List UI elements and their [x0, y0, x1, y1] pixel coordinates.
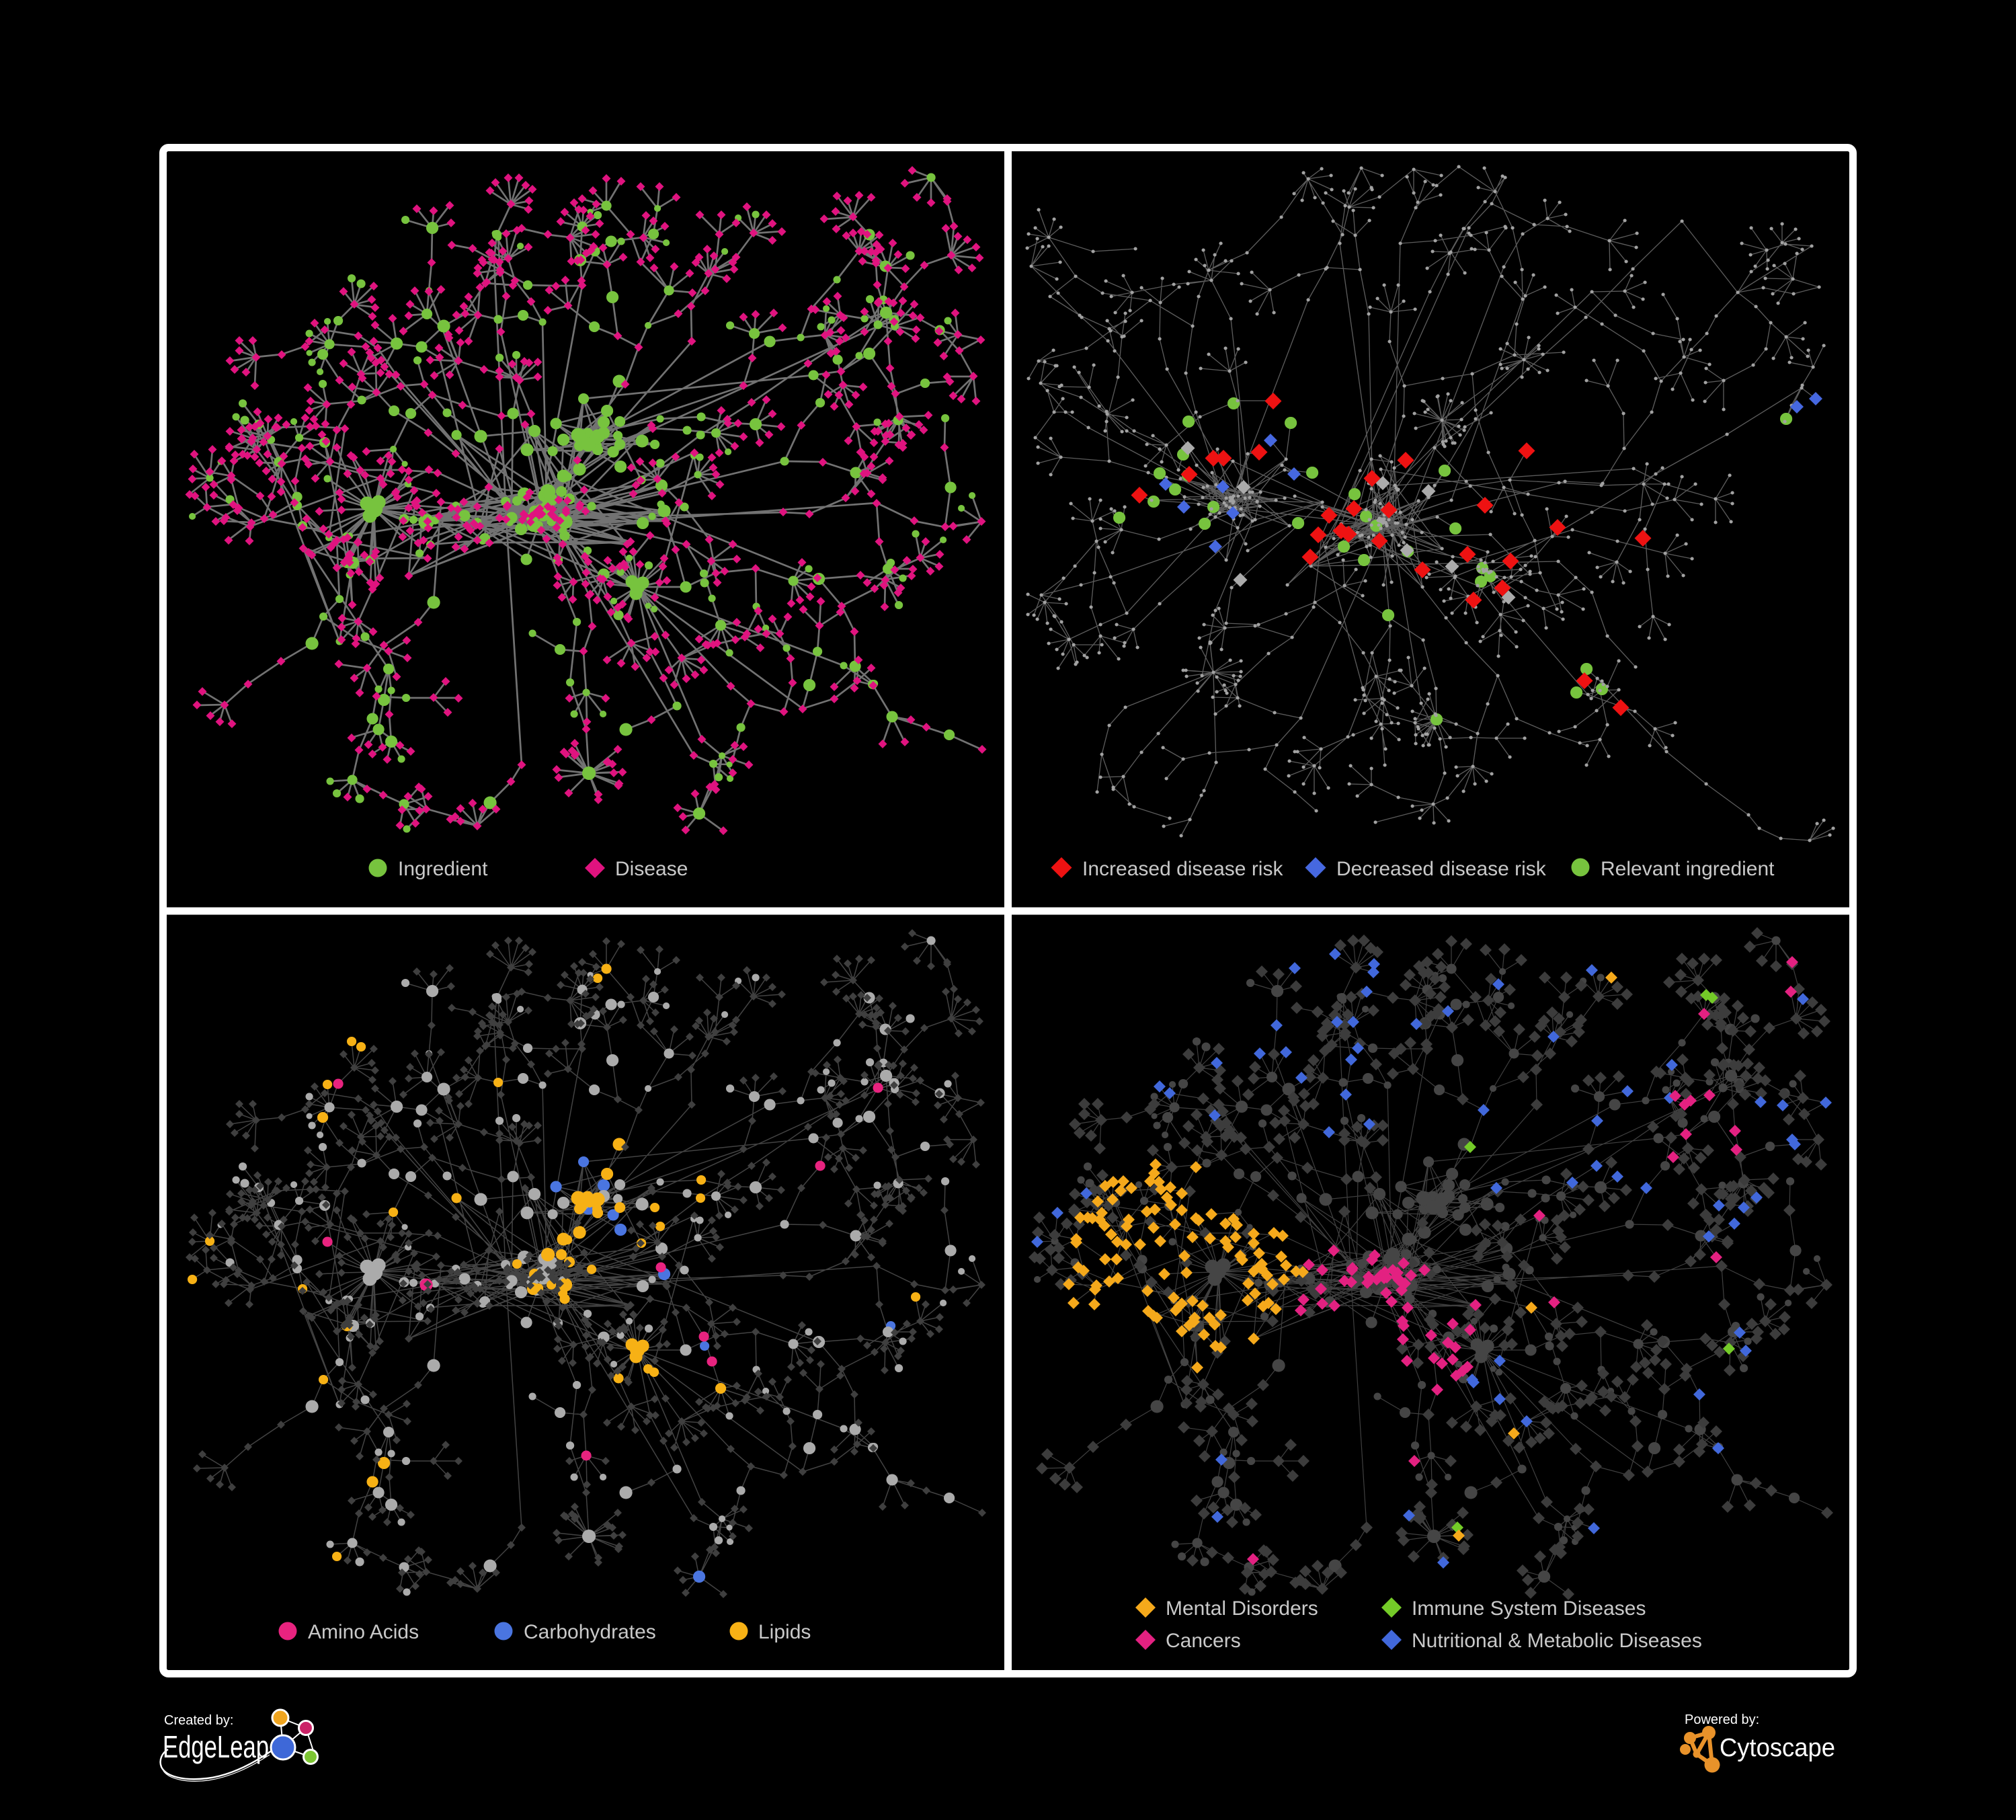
svg-text:EdgeLeap: EdgeLeap	[163, 1729, 269, 1764]
svg-text:Mental Disorders: Mental Disorders	[1166, 1597, 1318, 1620]
svg-text:Immune System Diseases: Immune System Diseases	[1412, 1597, 1646, 1620]
svg-text:Increased disease risk: Increased disease risk	[1082, 858, 1283, 880]
svg-text:Cancers: Cancers	[1166, 1630, 1241, 1652]
svg-text:Created by:: Created by:	[164, 1713, 233, 1728]
svg-text:Relevant ingredient: Relevant ingredient	[1601, 858, 1775, 880]
svg-text:Cytoscape: Cytoscape	[1720, 1734, 1835, 1762]
svg-text:Decreased disease risk: Decreased disease risk	[1336, 858, 1547, 880]
svg-text:Ingredient: Ingredient	[398, 858, 488, 880]
svg-text:Lipids: Lipids	[758, 1621, 811, 1643]
svg-text:Amino Acids: Amino Acids	[308, 1621, 419, 1643]
svg-text:Powered by:: Powered by:	[1685, 1712, 1759, 1727]
svg-text:Disease: Disease	[615, 858, 688, 880]
svg-text:Nutritional & Metabolic Diseas: Nutritional & Metabolic Diseases	[1412, 1630, 1702, 1652]
svg-text:Carbohydrates: Carbohydrates	[524, 1621, 656, 1643]
